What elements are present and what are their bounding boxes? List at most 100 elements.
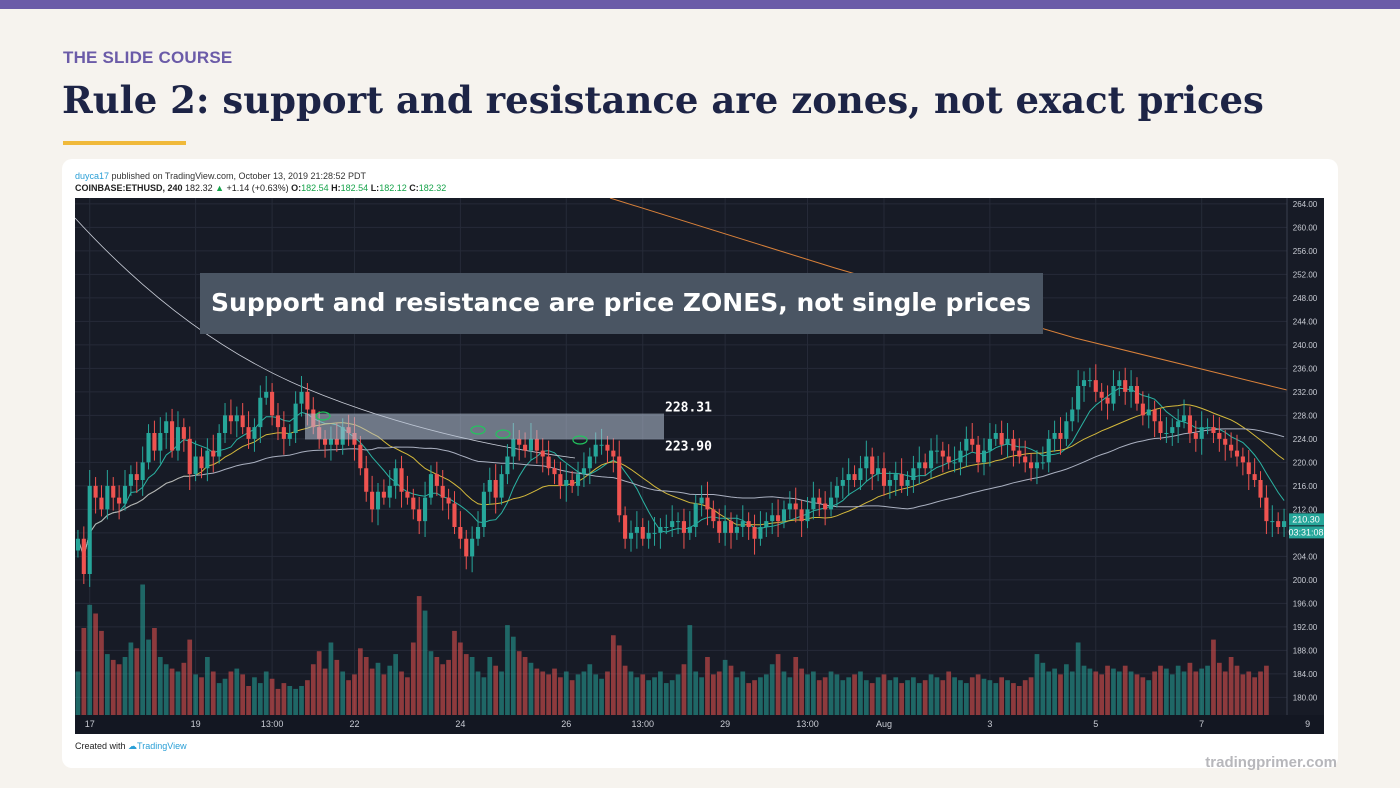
volume-bar bbox=[493, 665, 499, 715]
tradingview-brand[interactable]: TradingView bbox=[137, 741, 187, 751]
price-tick-label: 220.00 bbox=[1293, 458, 1318, 467]
candle-body bbox=[887, 480, 892, 486]
candle-body bbox=[411, 497, 416, 510]
candle-body bbox=[446, 497, 451, 504]
volume-bar bbox=[675, 674, 681, 715]
candle-body bbox=[811, 497, 816, 510]
volume-bar bbox=[416, 596, 422, 715]
volume-bar bbox=[975, 674, 981, 715]
candle-body bbox=[287, 433, 292, 439]
candle-body bbox=[1117, 380, 1122, 386]
volume-bar bbox=[1240, 674, 1246, 715]
volume-bar bbox=[328, 642, 334, 715]
candle-body bbox=[681, 521, 687, 533]
candle-body bbox=[999, 433, 1004, 445]
volume-bar bbox=[1175, 665, 1181, 715]
candle-body bbox=[1146, 409, 1151, 416]
publisher-name[interactable]: duyca17 bbox=[75, 171, 110, 181]
low-value: 182.12 bbox=[379, 183, 407, 193]
candle-body bbox=[1205, 427, 1210, 429]
candle-body bbox=[552, 468, 557, 475]
candle-body bbox=[499, 474, 504, 498]
price-tick-label: 260.00 bbox=[1293, 223, 1318, 232]
candle-body bbox=[970, 438, 975, 445]
candle-body bbox=[605, 444, 610, 451]
high-value: 182.54 bbox=[340, 183, 369, 193]
volume-bar bbox=[399, 671, 404, 715]
volume-bar bbox=[1034, 654, 1040, 715]
candle-body bbox=[546, 456, 551, 469]
volume-bar bbox=[205, 657, 210, 715]
volume-bar bbox=[193, 674, 198, 715]
candle-body bbox=[1011, 438, 1016, 451]
volume-bar bbox=[934, 677, 940, 715]
volume-bar bbox=[699, 677, 704, 715]
volume-bar bbox=[246, 686, 251, 715]
candle-body bbox=[105, 485, 110, 510]
candle-body bbox=[876, 468, 881, 475]
volume-bar bbox=[793, 657, 799, 715]
price-tick-label: 248.00 bbox=[1293, 294, 1318, 303]
volume-bar bbox=[922, 680, 928, 715]
countdown-tag-text: 03:31:08 bbox=[1288, 527, 1323, 537]
volume-bar bbox=[881, 674, 887, 715]
candle-body bbox=[617, 456, 622, 516]
candle-body bbox=[740, 521, 745, 527]
volume-bar bbox=[340, 671, 346, 715]
volume-bar bbox=[1234, 665, 1240, 715]
candle-body bbox=[728, 521, 734, 533]
volume-bar bbox=[816, 680, 822, 715]
volume-bar bbox=[1105, 665, 1110, 715]
zone-top-label: 228.31 bbox=[665, 401, 712, 416]
volume-bar bbox=[916, 683, 922, 715]
candle-body bbox=[299, 391, 304, 404]
volume-bar bbox=[852, 674, 857, 715]
tradingview-logo-icon: ☁ bbox=[128, 741, 138, 751]
candle-body bbox=[699, 497, 704, 504]
volume-bar bbox=[734, 677, 740, 715]
volume-bar bbox=[1140, 677, 1146, 715]
candle-body bbox=[764, 521, 769, 527]
price-tick-label: 216.00 bbox=[1293, 482, 1318, 491]
volume-bar bbox=[575, 674, 581, 715]
volume-bar bbox=[1199, 668, 1205, 715]
volume-bar bbox=[228, 671, 234, 715]
publish-line: duyca17 published on TradingView.com, Oc… bbox=[75, 171, 366, 181]
volume-bar bbox=[134, 648, 140, 715]
volume-bar bbox=[169, 668, 175, 715]
price-tick-label: 204.00 bbox=[1293, 552, 1318, 561]
volume-bar bbox=[599, 678, 604, 715]
volume-bar bbox=[1264, 665, 1269, 715]
volume-bar bbox=[87, 604, 93, 715]
candle-body bbox=[828, 497, 834, 510]
volume-bar bbox=[352, 674, 357, 715]
volume-bar bbox=[440, 664, 446, 715]
volume-bar bbox=[963, 683, 969, 715]
candle-body bbox=[505, 456, 510, 475]
price-chart[interactable]: 228.31 223.90 Support and resistance are… bbox=[75, 198, 1324, 734]
price-change: +1.14 (+0.63%) bbox=[226, 183, 289, 193]
time-tick-label: 24 bbox=[455, 719, 465, 729]
candle-body bbox=[911, 468, 916, 480]
volume-bar bbox=[475, 671, 481, 715]
volume-bar bbox=[569, 680, 575, 715]
volume-bar bbox=[946, 671, 952, 715]
volume-bar bbox=[705, 657, 710, 715]
volume-bar bbox=[969, 677, 975, 715]
volume-bar bbox=[711, 674, 716, 715]
volume-bar bbox=[1193, 671, 1199, 715]
candle-body bbox=[923, 462, 928, 469]
volume-bar bbox=[458, 642, 463, 715]
candle-body bbox=[146, 433, 151, 463]
volume-bar bbox=[240, 674, 246, 715]
volume-bar bbox=[610, 635, 616, 715]
volume-bar bbox=[1128, 671, 1134, 715]
volume-bar bbox=[1011, 683, 1016, 715]
time-tick-label: 19 bbox=[191, 719, 201, 729]
volume-bar bbox=[157, 657, 163, 715]
candle-body bbox=[293, 403, 298, 433]
time-tick-label: 7 bbox=[1199, 719, 1204, 729]
volume-bar bbox=[363, 657, 369, 715]
volume-bar bbox=[558, 677, 563, 715]
volume-bar bbox=[234, 668, 240, 715]
